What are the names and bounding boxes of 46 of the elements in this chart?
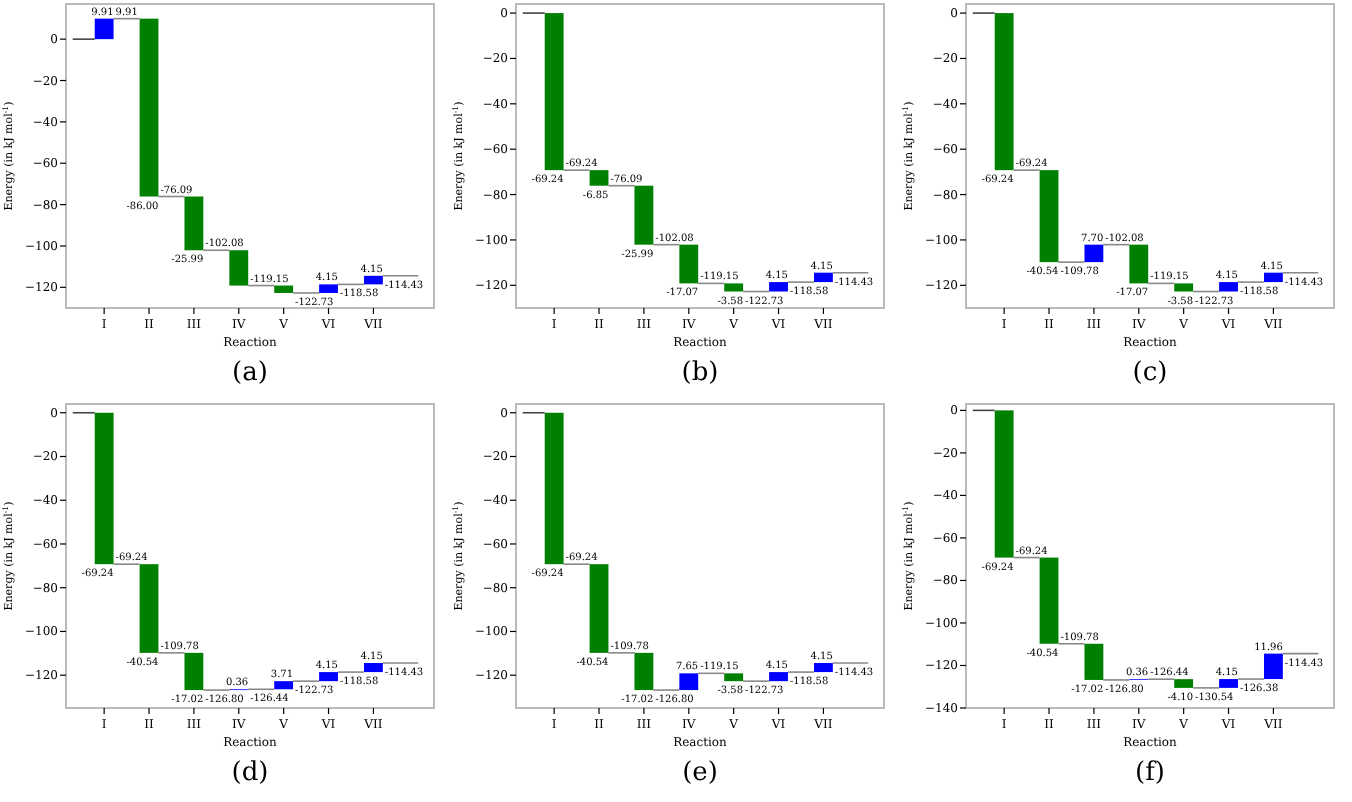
text: (b) bbox=[681, 358, 719, 388]
text: (e) bbox=[682, 758, 718, 788]
text: (c) bbox=[1132, 358, 1168, 388]
bar bbox=[94, 412, 114, 565]
bar bbox=[363, 275, 383, 285]
text: (a) bbox=[232, 358, 268, 388]
bar bbox=[139, 564, 159, 653]
bar bbox=[1084, 244, 1104, 263]
bar bbox=[724, 673, 744, 682]
bar bbox=[589, 170, 609, 186]
bar bbox=[544, 13, 564, 171]
bar bbox=[589, 564, 609, 653]
text: (f) bbox=[1135, 758, 1165, 788]
bar bbox=[184, 652, 204, 691]
bar bbox=[1174, 283, 1194, 292]
bar bbox=[1129, 244, 1149, 284]
bar bbox=[319, 284, 338, 293]
bar bbox=[813, 663, 833, 673]
bar bbox=[1174, 679, 1194, 688]
bar bbox=[1263, 653, 1283, 680]
bar bbox=[769, 282, 788, 292]
bar bbox=[139, 18, 159, 197]
bar bbox=[1263, 272, 1283, 283]
bar bbox=[274, 285, 294, 293]
bar bbox=[634, 185, 654, 245]
bar bbox=[679, 244, 699, 284]
bar bbox=[184, 196, 204, 251]
bar bbox=[1039, 170, 1059, 263]
bar bbox=[274, 681, 294, 690]
bar bbox=[229, 250, 249, 286]
bar bbox=[363, 663, 383, 673]
bar bbox=[994, 410, 1014, 558]
bar bbox=[544, 412, 564, 565]
bar bbox=[679, 673, 699, 691]
bar bbox=[1039, 557, 1059, 644]
bar bbox=[724, 283, 744, 292]
bar bbox=[94, 18, 114, 40]
text: (d) bbox=[231, 758, 269, 788]
bar bbox=[1219, 679, 1238, 688]
bar bbox=[769, 672, 788, 682]
bar bbox=[813, 272, 833, 283]
bar bbox=[634, 652, 654, 691]
bar bbox=[1084, 643, 1104, 680]
bar bbox=[994, 13, 1014, 171]
bar bbox=[1219, 282, 1238, 292]
bar bbox=[319, 672, 338, 682]
